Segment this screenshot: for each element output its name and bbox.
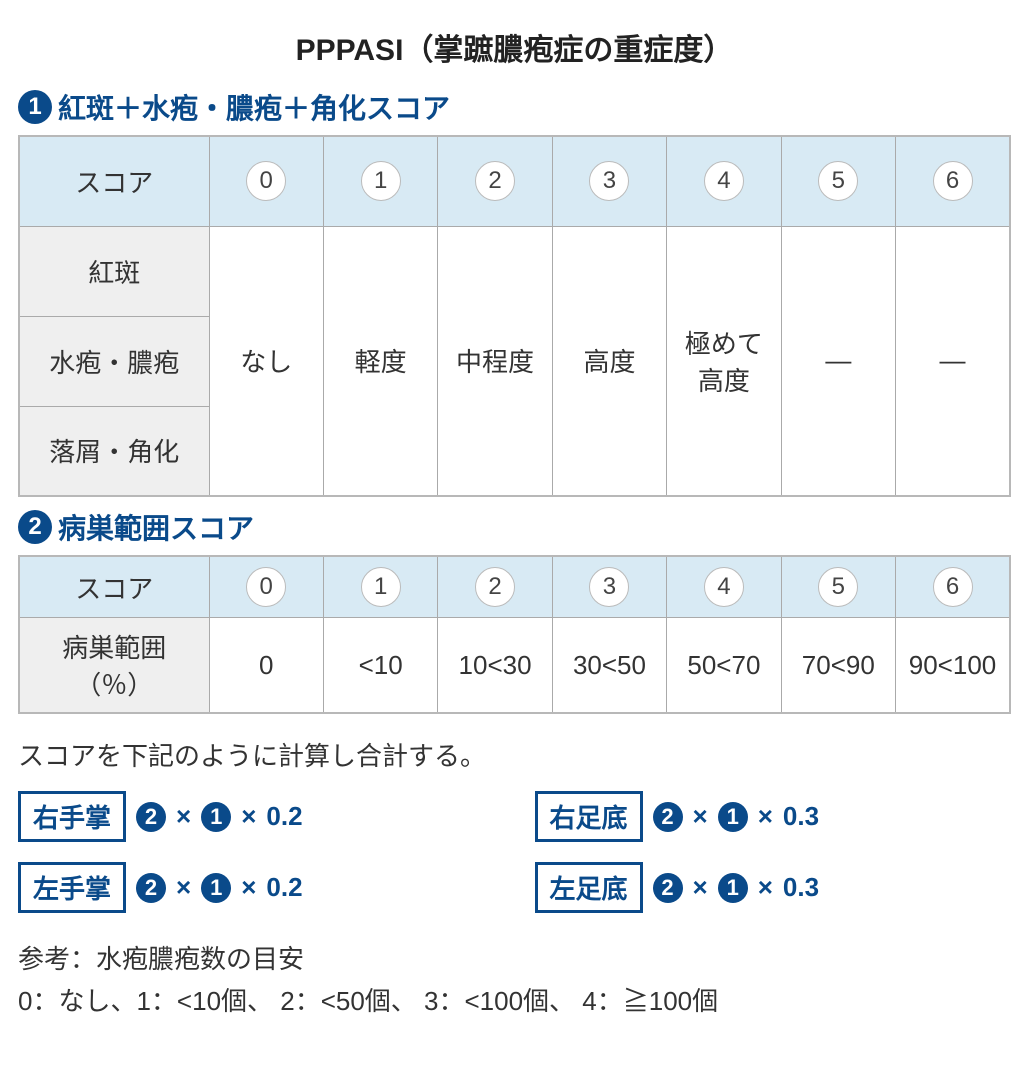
formula-label: 右手掌: [18, 791, 126, 842]
score-col-5: 5: [781, 136, 895, 226]
instruction-text: スコアを下記のように計算し合計する。: [18, 736, 1011, 773]
score-col-1: 1: [323, 556, 437, 618]
score-col-5: 5: [781, 556, 895, 618]
formula-label: 左足底: [535, 862, 643, 913]
severity-cell-3: 高度: [552, 226, 666, 496]
formula-ref-icon: 1: [718, 802, 748, 832]
section1-heading: 1 紅斑＋水疱・膿疱＋角化スコア: [18, 87, 1011, 127]
table-header-row: スコア 0 1 2 3 4 5 6: [19, 556, 1010, 618]
score-badge: 2: [475, 161, 515, 201]
score-badge: 6: [933, 161, 973, 201]
score-col-1: 1: [323, 136, 437, 226]
score-badge: 5: [818, 567, 858, 607]
table-row: 病巣範囲 （％） 0 <10 10<30 30<50 50<70 70<90 9…: [19, 618, 1010, 714]
severity-cell-0: なし: [209, 226, 323, 496]
row-label-area: 病巣範囲 （％）: [19, 618, 209, 714]
range-cell-0: 0: [209, 618, 323, 714]
score-col-2: 2: [438, 556, 552, 618]
formula-right-sole: 右足底 2 × 1 × 0.3: [535, 791, 1012, 842]
score-col-3: 3: [552, 136, 666, 226]
range-cell-3: 30<50: [552, 618, 666, 714]
times-icon: ×: [176, 872, 191, 903]
row-label-erythema: 紅斑: [19, 226, 209, 316]
table-header-row: スコア 0 1 2 3 4 5 6: [19, 136, 1010, 226]
score-header-cell: スコア: [19, 556, 209, 618]
score-col-2: 2: [438, 136, 552, 226]
score-col-4: 4: [667, 556, 781, 618]
section2-number-icon: 2: [18, 510, 52, 544]
score-badge: 3: [589, 567, 629, 607]
formula-right-palm: 右手掌 2 × 1 × 0.2: [18, 791, 495, 842]
score-col-3: 3: [552, 556, 666, 618]
score-col-4: 4: [667, 136, 781, 226]
reference-line1: 参考：水疱膿疱数の目安: [18, 939, 1011, 981]
area-score-table: スコア 0 1 2 3 4 5 6 病巣範囲 （％） 0 <10 10<30 3…: [18, 555, 1011, 714]
severity-score-table: スコア 0 1 2 3 4 5 6 紅斑 なし 軽度 中程度 高度 極めて 高度…: [18, 135, 1011, 497]
formula-ref-icon: 2: [136, 873, 166, 903]
score-badge: 1: [361, 567, 401, 607]
severity-cell-5: —: [781, 226, 895, 496]
severity-cell-2: 中程度: [438, 226, 552, 496]
score-badge: 0: [246, 161, 286, 201]
page-title: PPPASI（掌蹠膿疱症の重症度）: [18, 25, 1011, 69]
times-icon: ×: [758, 872, 773, 903]
range-cell-1: <10: [323, 618, 437, 714]
score-col-0: 0: [209, 136, 323, 226]
score-header-cell: スコア: [19, 136, 209, 226]
formula-left-palm: 左手掌 2 × 1 × 0.2: [18, 862, 495, 913]
range-cell-5: 70<90: [781, 618, 895, 714]
formula-label: 右足底: [535, 791, 643, 842]
formula-ref-icon: 1: [201, 873, 231, 903]
times-icon: ×: [758, 801, 773, 832]
formula-factor: 0.3: [783, 801, 819, 832]
score-badge: 0: [246, 567, 286, 607]
score-col-6: 6: [896, 556, 1010, 618]
severity-cell-1: 軽度: [323, 226, 437, 496]
section2-heading: 2 病巣範囲スコア: [18, 507, 1011, 547]
score-badge: 1: [361, 161, 401, 201]
row-label-pustule: 水疱・膿疱: [19, 316, 209, 406]
formula-ref-icon: 2: [653, 873, 683, 903]
score-col-6: 6: [896, 136, 1010, 226]
formula-factor: 0.3: [783, 872, 819, 903]
section1-title-text: 紅斑＋水疱・膿疱＋角化スコア: [58, 87, 450, 127]
range-cell-6: 90<100: [896, 618, 1010, 714]
section2-title-text: 病巣範囲スコア: [58, 507, 254, 547]
score-badge: 3: [589, 161, 629, 201]
score-badge: 6: [933, 567, 973, 607]
row-label-scaling: 落屑・角化: [19, 406, 209, 496]
formula-factor: 0.2: [266, 872, 302, 903]
formula-ref-icon: 2: [136, 802, 166, 832]
formula-ref-icon: 2: [653, 802, 683, 832]
range-cell-2: 10<30: [438, 618, 552, 714]
score-badge: 4: [704, 567, 744, 607]
formula-label: 左手掌: [18, 862, 126, 913]
range-cell-4: 50<70: [667, 618, 781, 714]
formula-ref-icon: 1: [718, 873, 748, 903]
formula-factor: 0.2: [266, 801, 302, 832]
table-row: 紅斑 なし 軽度 中程度 高度 極めて 高度 — —: [19, 226, 1010, 316]
score-badge: 4: [704, 161, 744, 201]
reference-line2: 0：なし、1：<10個、 2：<50個、 3：<100個、 4：≧100個: [18, 981, 1011, 1023]
times-icon: ×: [241, 801, 256, 832]
severity-cell-6: —: [896, 226, 1010, 496]
section1-number-icon: 1: [18, 90, 52, 124]
times-icon: ×: [693, 801, 708, 832]
formula-left-sole: 左足底 2 × 1 × 0.3: [535, 862, 1012, 913]
times-icon: ×: [241, 872, 256, 903]
formula-grid: 右手掌 2 × 1 × 0.2 右足底 2 × 1 × 0.3 左手掌 2 × …: [18, 791, 1011, 913]
times-icon: ×: [176, 801, 191, 832]
reference-block: 参考：水疱膿疱数の目安 0：なし、1：<10個、 2：<50個、 3：<100個…: [18, 939, 1011, 1022]
formula-ref-icon: 1: [201, 802, 231, 832]
score-badge: 5: [818, 161, 858, 201]
times-icon: ×: [693, 872, 708, 903]
score-badge: 2: [475, 567, 515, 607]
severity-cell-4: 極めて 高度: [667, 226, 781, 496]
score-col-0: 0: [209, 556, 323, 618]
